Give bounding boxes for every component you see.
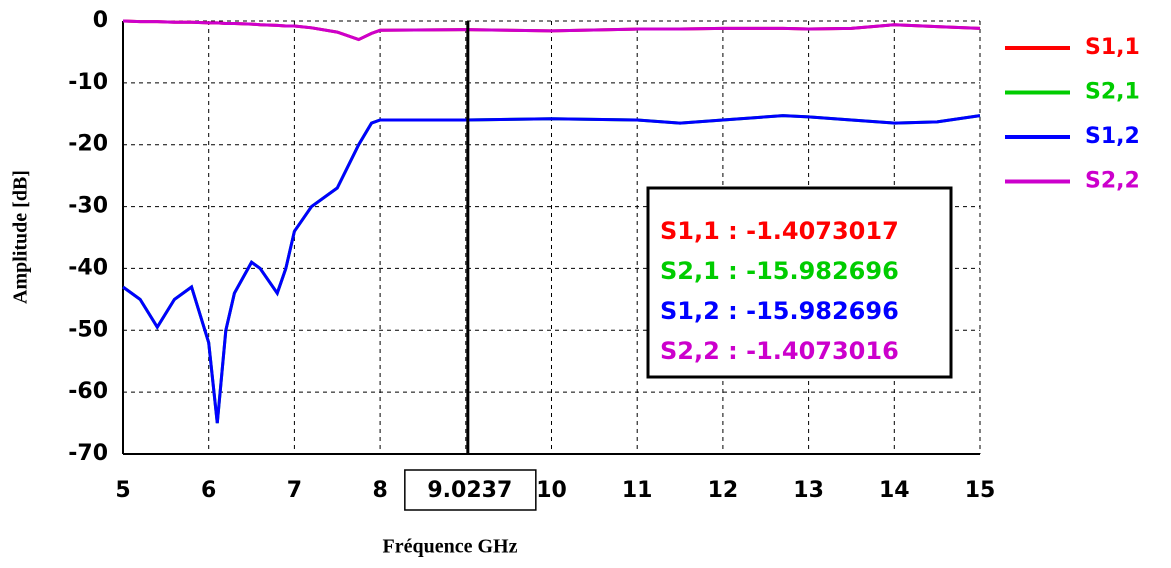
legend-label: S2,1 — [1085, 80, 1140, 105]
legend-label: S1,1 — [1085, 35, 1140, 60]
x-axis-label: Fréquence GHz — [383, 536, 518, 558]
y-tick-label: -40 — [68, 255, 108, 280]
series-line — [122, 19, 981, 42]
marker-box — [404, 469, 537, 511]
y-tick-label: -60 — [68, 379, 108, 404]
readout-line: S2,2 : -1.4073016 — [660, 337, 899, 365]
readout-line: S1,1 : -1.4073017 — [660, 217, 899, 245]
marker-label: 9.0237 — [427, 478, 512, 503]
x-tick-label: 15 — [965, 478, 996, 503]
x-tick-label: 6 — [201, 478, 216, 503]
y-axis-label: Amplitude [dB] — [10, 170, 32, 304]
readout-box — [646, 186, 953, 379]
y-tick-label: -50 — [68, 317, 108, 342]
x-tick-label: 13 — [793, 478, 824, 503]
y-tick-label: -70 — [68, 441, 108, 466]
series-line — [122, 114, 981, 424]
x-tick-label: 11 — [622, 478, 653, 503]
x-tick-label: 7 — [287, 478, 302, 503]
x-tick-label: 10 — [536, 478, 567, 503]
y-tick-label: -20 — [68, 132, 108, 157]
x-tick-label: 12 — [708, 478, 739, 503]
x-tick-label: 8 — [372, 478, 387, 503]
x-tick-label: 14 — [879, 478, 910, 503]
legend-label: S1,2 — [1085, 124, 1140, 149]
y-tick-label: -10 — [68, 70, 108, 95]
readout-line: S1,2 : -15.982696 — [660, 297, 899, 325]
y-tick-label: 0 — [93, 8, 108, 33]
y-tick-label: -30 — [68, 194, 108, 219]
legend-label: S2,2 — [1085, 169, 1140, 194]
x-tick-label: 5 — [115, 478, 130, 503]
readout-line: S2,1 : -15.982696 — [660, 257, 899, 285]
